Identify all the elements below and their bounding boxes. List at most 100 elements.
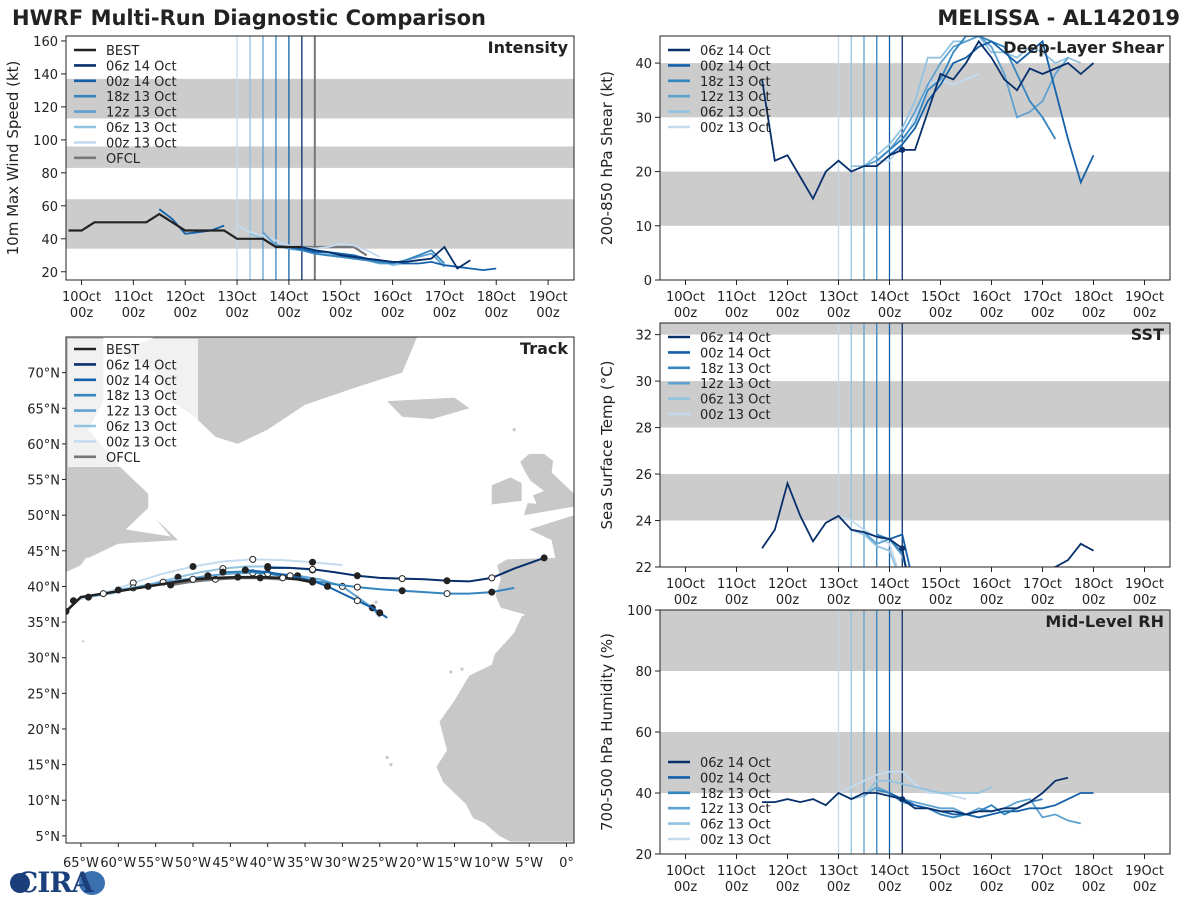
track-series-line	[245, 569, 388, 619]
track-series-line	[118, 571, 381, 618]
track-legend-label: 06z 14 Oct	[106, 358, 177, 373]
sst-series-line	[889, 533, 911, 567]
shear-xtick-label: 15Oct	[921, 290, 960, 305]
track-xtick-label: 15°W	[437, 856, 473, 871]
sst-xtick-label: 16Oct	[972, 577, 1011, 592]
track-point	[234, 573, 242, 581]
rh-xtick-label: 11Oct	[717, 864, 756, 879]
track-point	[189, 562, 197, 570]
shear-legend-label: 06z 13 Oct	[700, 106, 771, 121]
sst-xtick-sublabel: 00z	[980, 593, 1004, 608]
shear-frame	[659, 35, 1171, 281]
shear-xtick-sublabel: 00z	[776, 306, 800, 321]
shear-xtick-sublabel: 00z	[878, 306, 902, 321]
track-chart: 5°N 10°N 15°N 20°N 25°N 30°N 35°N 40°N 45°N 50°N 5…	[27, 336, 575, 871]
sst-xtick-label: 15Oct	[921, 577, 960, 592]
rh-legend-label: 12z 13 Oct	[700, 802, 771, 817]
shear-xtick-sublabel: 00z	[1082, 306, 1106, 321]
sst-xtick-sublabel: 00z	[1031, 593, 1055, 608]
intensity-legend-label: 00z 13 Oct	[106, 136, 177, 151]
intensity-band	[66, 146, 574, 168]
track-point	[353, 583, 361, 591]
rh-xtick-sublabel: 00z	[980, 880, 1004, 895]
sst-series-line	[876, 533, 908, 567]
shear-series-line	[876, 36, 1057, 162]
track-ytick-label: 5°N	[36, 830, 61, 845]
land-island	[460, 667, 464, 671]
track-legend-label: 18z 13 Oct	[106, 389, 177, 404]
shear-xtick-sublabel: 00z	[674, 306, 698, 321]
intensity-ylabel: 10m Max Wind Speed (kt)	[4, 61, 22, 256]
shear-xtick-label: 13Oct	[819, 290, 858, 305]
track-point	[398, 587, 406, 595]
shear-legend-label: 00z 13 Oct	[700, 121, 771, 136]
land-bermuda	[81, 640, 85, 643]
rh-legend-label: 06z 13 Oct	[700, 818, 771, 833]
rh-ytick-label: 80	[635, 665, 652, 680]
intensity-ytick-label: 40	[41, 233, 58, 248]
rh-ytick-label: 20	[635, 848, 652, 863]
intensity-legend-label: OFCL	[106, 152, 141, 167]
intensity-xtick-label: 14Oct	[269, 290, 308, 305]
shear-xtick-label: 18Oct	[1074, 290, 1113, 305]
track-ytick-label: 50°N	[27, 509, 60, 524]
track-xtick-label: 45°W	[212, 856, 248, 871]
logo-partner-icon	[79, 871, 105, 895]
intensity-xtick-sublabel: 00z	[277, 306, 301, 321]
intensity-ytick-label: 80	[41, 167, 58, 182]
shear-title: Deep-Layer Shear	[1003, 38, 1164, 57]
shear-xtick-sublabel: 00z	[1133, 306, 1157, 321]
track-point	[488, 574, 496, 582]
track-ytick-label: 40°N	[27, 580, 60, 595]
shear-xtick-sublabel: 00z	[1031, 306, 1055, 321]
track-point	[279, 574, 287, 582]
shear-xtick-label: 16Oct	[972, 290, 1011, 305]
track-xtick-label: 10°W	[474, 856, 510, 871]
cira-logo-icon: CIRA	[6, 866, 106, 899]
land-island	[449, 670, 453, 674]
logo-graphic	[10, 871, 105, 895]
track-legend-label: OFCL	[106, 451, 141, 466]
track-ytick-label: 20°N	[27, 723, 60, 738]
shear-xtick-label: 11Oct	[717, 290, 756, 305]
intensity-legend-label: 06z 14 Oct	[106, 59, 177, 74]
rh-xtick-sublabel: 00z	[827, 880, 851, 895]
sst-chart: 22242628303210Oct00z11Oct00z12Oct00z13Oc…	[598, 322, 1171, 608]
figure-title: HWRF Multi-Run Diagnostic Comparison	[12, 6, 487, 30]
land-great-britain	[520, 453, 574, 516]
track-point	[241, 566, 249, 574]
intensity-xtick-sublabel: 00z	[381, 306, 405, 321]
rh-legend-label: 18z 13 Oct	[700, 787, 771, 802]
track-ytick-label: 30°N	[27, 652, 60, 667]
shear-xtick-sublabel: 00z	[929, 306, 953, 321]
rh-xtick-sublabel: 00z	[929, 880, 953, 895]
track-xtick-label: 55°W	[138, 856, 174, 871]
track-point	[488, 588, 496, 596]
land-island	[385, 755, 389, 760]
track-xtick-label: 40°W	[250, 856, 286, 871]
track-point	[144, 582, 152, 590]
shear-legend-label: 00z 14 Oct	[700, 59, 771, 74]
track-legend-label: 00z 14 Oct	[106, 374, 177, 389]
sst-xtick-sublabel: 00z	[776, 593, 800, 608]
rh-xtick-label: 16Oct	[972, 864, 1011, 879]
track-point	[219, 568, 227, 576]
sst-frame	[659, 322, 1171, 568]
rh-legend-label: 06z 14 Oct	[700, 756, 771, 771]
rh-ylabel: 700-500 hPa Humidity (%)	[598, 633, 616, 831]
track-point	[189, 575, 197, 583]
land-iceland	[387, 397, 470, 419]
track-point	[264, 564, 272, 572]
sst-xtick-sublabel: 00z	[878, 593, 902, 608]
track-point	[443, 577, 451, 585]
intensity-legend-label: 06z 13 Oct	[106, 121, 177, 136]
rh-xtick-sublabel: 00z	[1133, 880, 1157, 895]
intensity-ytick-label: 100	[33, 134, 58, 149]
track-xtick-label: 20°W	[399, 856, 435, 871]
sst-xtick-label: 11Oct	[717, 577, 756, 592]
track-legend-label: 00z 13 Oct	[106, 435, 177, 450]
land-island	[512, 428, 516, 432]
shear-ylabel: 200-850 hPa Shear (kt)	[598, 71, 616, 245]
sst-xtick-label: 17Oct	[1023, 577, 1062, 592]
